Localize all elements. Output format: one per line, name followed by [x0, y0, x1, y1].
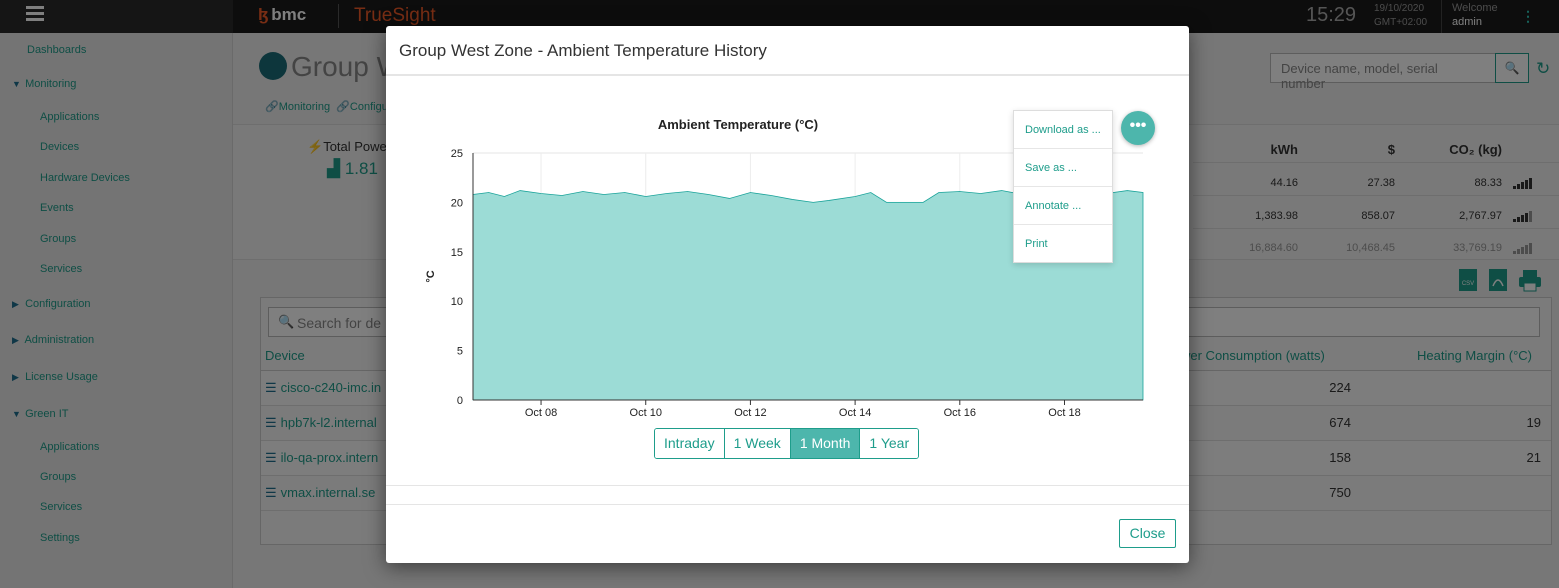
x-tick-label: Oct 12 — [734, 407, 766, 419]
y-axis-label: °C — [425, 270, 437, 282]
x-tick-label: Oct 16 — [944, 407, 976, 419]
menu-item-print[interactable]: Print — [1025, 238, 1048, 250]
x-tick-label: Oct 18 — [1048, 407, 1080, 419]
range-month-button[interactable]: 1 Month — [790, 429, 861, 458]
range-week-button[interactable]: 1 Week — [724, 429, 791, 458]
divider — [386, 504, 1189, 505]
chart-menu-button[interactable]: ••• — [1121, 111, 1155, 145]
divider — [386, 485, 1189, 486]
chart-export-menu: Download as ... Save as ... Annotate ...… — [1013, 110, 1113, 263]
chart-title: Ambient Temperature (°C) — [658, 117, 818, 132]
menu-item-save[interactable]: Save as ... — [1014, 149, 1112, 187]
range-year-button[interactable]: 1 Year — [860, 429, 919, 458]
y-tick-label: 15 — [451, 247, 463, 259]
menu-item-download[interactable]: Download as ... — [1014, 111, 1112, 149]
x-tick-label: Oct 10 — [630, 407, 662, 419]
menu-item-annotate[interactable]: Annotate ... — [1014, 187, 1112, 225]
modal-title: Group West Zone - Ambient Temperature Hi… — [399, 41, 767, 60]
y-tick-label: 10 — [451, 296, 463, 308]
x-tick-label: Oct 08 — [525, 407, 557, 419]
y-tick-label: 25 — [451, 148, 463, 160]
x-tick-label: Oct 14 — [839, 407, 871, 419]
range-selector: Intraday 1 Week 1 Month 1 Year — [654, 428, 920, 459]
y-tick-label: 20 — [451, 197, 463, 209]
close-button[interactable]: Close — [1119, 519, 1176, 548]
y-tick-label: 5 — [457, 346, 463, 358]
temperature-chart: Ambient Temperature (°C) °C 0 5 10 15 20 25 Oct … — [425, 117, 1144, 419]
divider — [386, 74, 1189, 76]
temperature-history-modal: Group West Zone - Ambient Temperature Hi… — [386, 26, 1189, 563]
y-tick-label: 0 — [457, 395, 463, 407]
range-intraday-button[interactable]: Intraday — [655, 429, 725, 458]
